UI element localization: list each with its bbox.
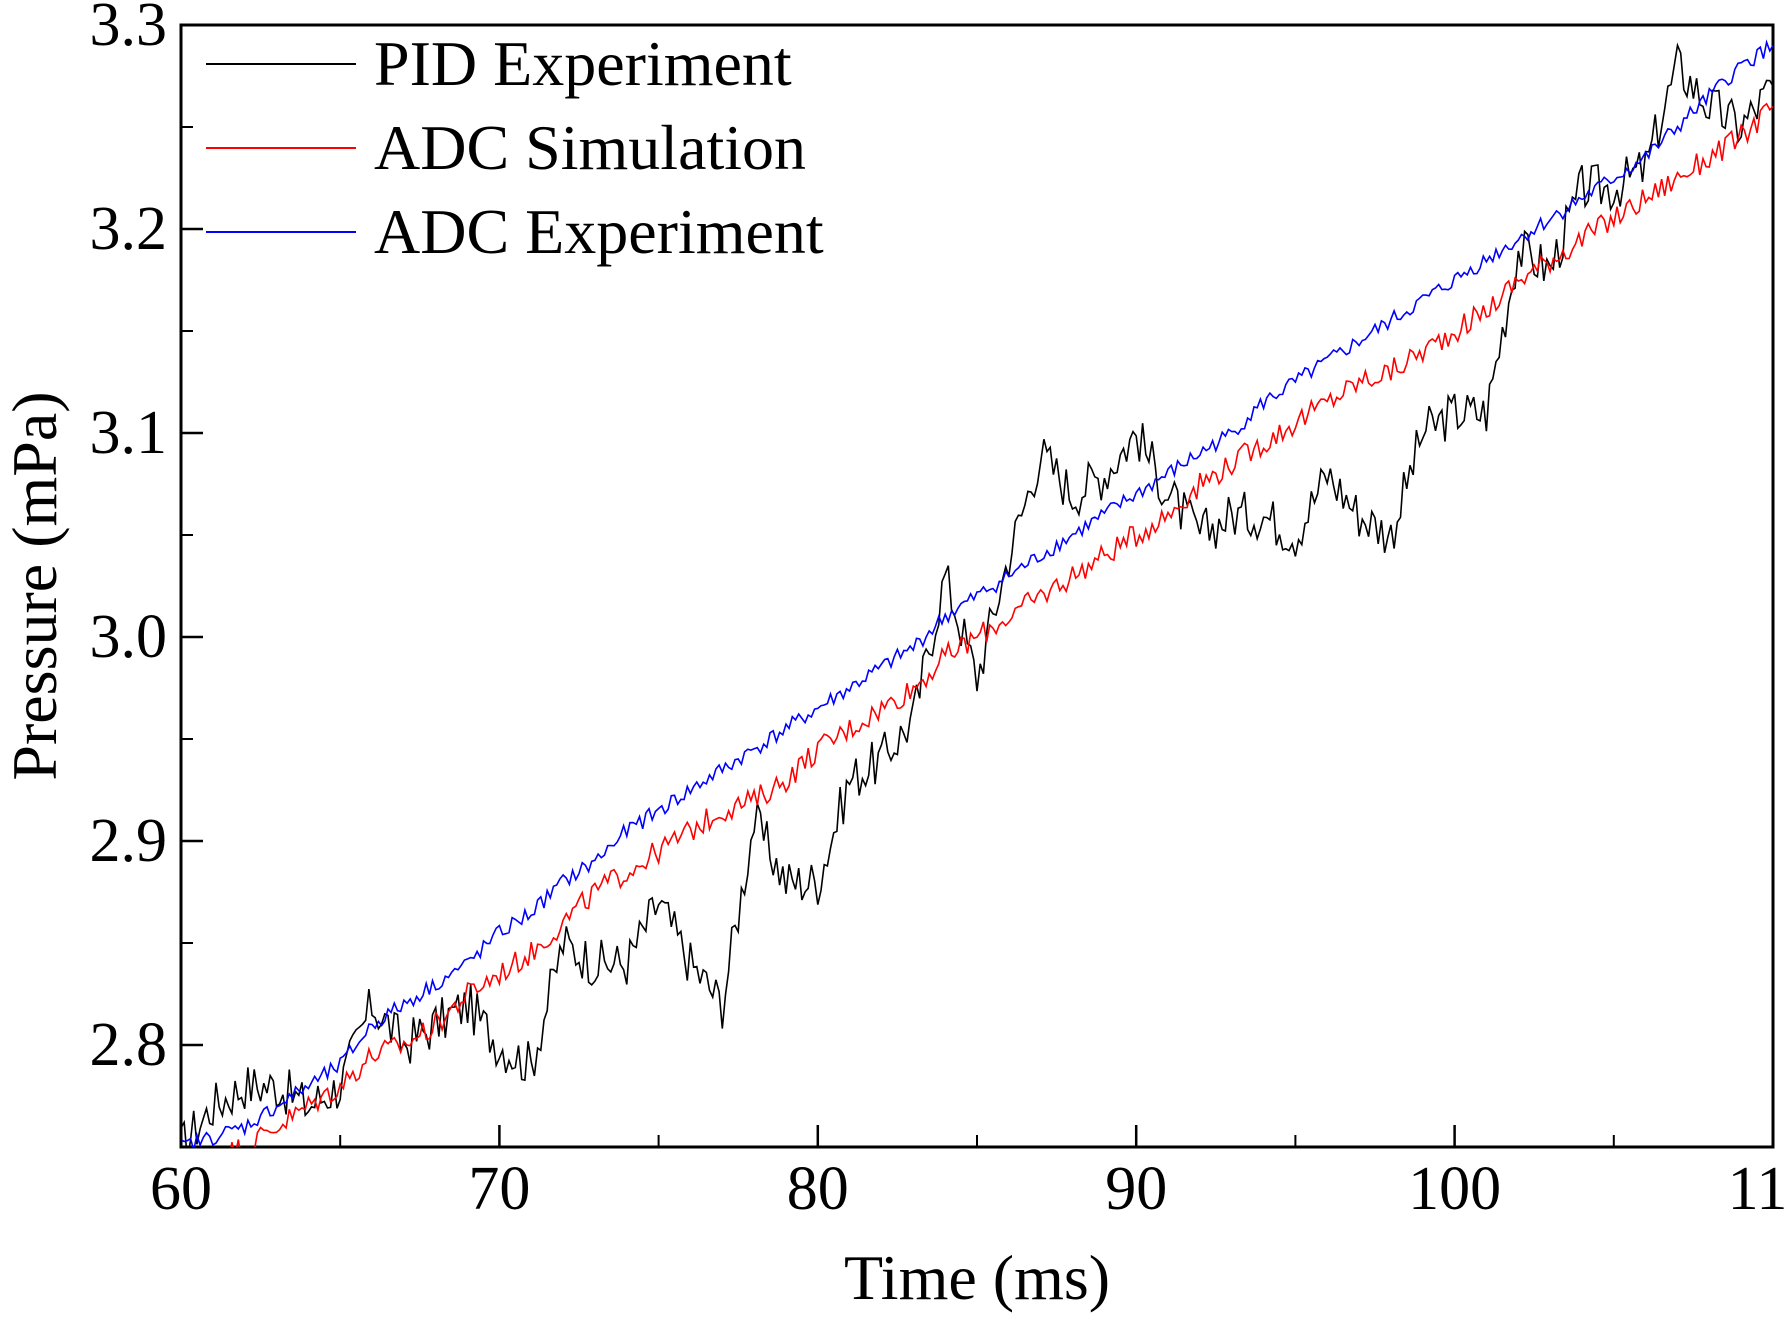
y-tick-label: 3.0 <box>90 603 168 671</box>
y-tick-label: 2.9 <box>90 807 168 875</box>
legend: PID Experiment ADC Simulation ADC Experime… <box>206 28 824 267</box>
x-tick-label: 90 <box>1105 1155 1167 1223</box>
y-tick-label: 3.3 <box>90 0 168 59</box>
y-tick-label: 3.2 <box>90 195 168 263</box>
y-axis-title: Pressure (mPa) <box>0 391 70 780</box>
legend-label: ADC Experiment <box>374 196 824 267</box>
series-line-adc-experiment <box>181 39 1773 1147</box>
series-layer <box>181 39 1773 1147</box>
x-tick-label: 110 <box>1728 1155 1788 1223</box>
x-tick-label: 60 <box>150 1155 212 1223</box>
legend-label: PID Experiment <box>374 28 792 99</box>
y-tick-label: 2.8 <box>90 1011 168 1079</box>
x-tick-label: 70 <box>468 1155 530 1223</box>
series-line-pid-experiment <box>181 42 1773 1147</box>
axis-layer: 60 70 80 90 100 110 2.8 2.9 3.0 3.1 3.2 3.3 <box>90 0 1788 1223</box>
series-line-adc-simulation <box>230 102 1773 1147</box>
x-axis-title: Time (ms) <box>844 1242 1110 1313</box>
plot-frame <box>179 23 1775 1149</box>
y-tick-label: 3.1 <box>90 399 168 467</box>
x-tick-label: 100 <box>1408 1155 1501 1223</box>
legend-label: ADC Simulation <box>374 112 806 183</box>
x-tick-label: 80 <box>787 1155 849 1223</box>
